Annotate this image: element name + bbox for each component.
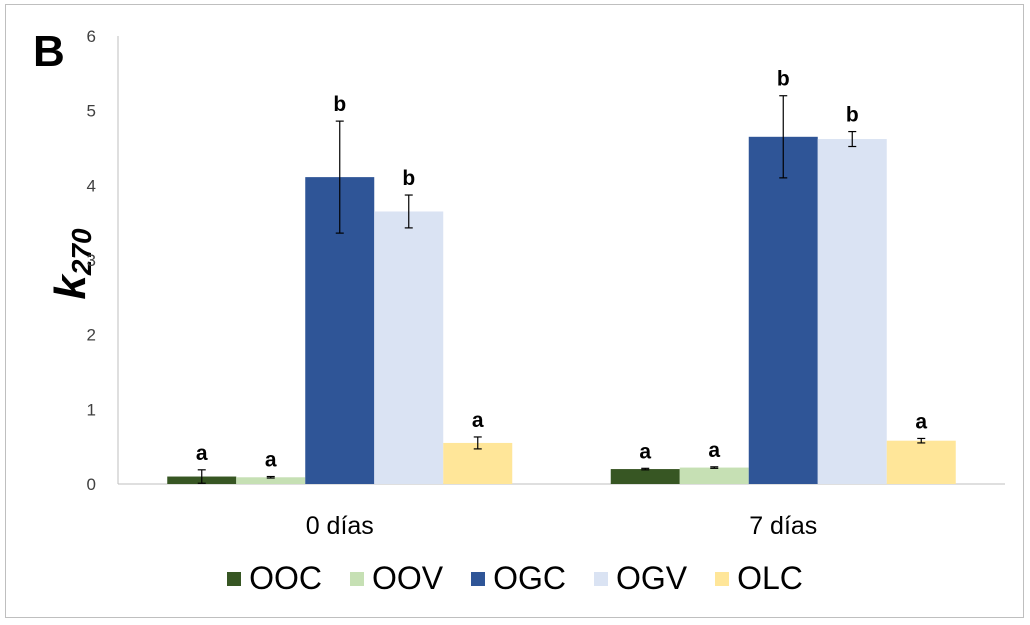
legend-swatch — [349, 571, 364, 586]
legend-label: OOC — [249, 560, 322, 596]
significance-label: b — [333, 93, 346, 116]
significance-label: b — [402, 167, 415, 190]
y-tick-label: 4 — [87, 176, 96, 195]
legend-label: OGC — [493, 560, 566, 596]
significance-label: b — [777, 68, 790, 91]
legend-item-oov: OOV — [349, 560, 444, 597]
legend-label: OLC — [737, 560, 803, 596]
bar-oov-0 — [236, 477, 306, 484]
legend-swatch — [227, 571, 242, 586]
legend-swatch — [593, 571, 608, 586]
x-tick-labels: 0 días 7 días — [306, 512, 818, 540]
bar-ogv-0 — [374, 211, 444, 484]
bar-oov-1 — [679, 467, 749, 484]
y-tick-label: 5 — [87, 102, 96, 121]
legend: OOC OOV OGC OGV OLC — [0, 560, 1030, 597]
significance-label: a — [196, 442, 208, 465]
bar-olc-0 — [443, 442, 513, 484]
significance-label: b — [846, 104, 859, 127]
significance-labels-group: a a b b a a a b b a — [196, 68, 928, 472]
legend-item-ogc: OGC — [471, 560, 566, 597]
bar-ogc-1 — [748, 136, 818, 485]
legend-item-ogv: OGV — [593, 560, 688, 597]
legend-label: OOV — [371, 560, 444, 596]
significance-label: a — [639, 440, 651, 463]
bar-olc-1 — [886, 440, 956, 484]
bar-ogv-1 — [817, 139, 887, 485]
y-tick-label: 1 — [87, 400, 96, 419]
bar-ooc-1 — [610, 469, 680, 484]
y-tick-labels: 0 1 2 3 4 5 6 — [87, 27, 96, 494]
error-bars-group — [197, 95, 926, 484]
y-tick-label: 6 — [87, 27, 96, 46]
significance-label: a — [265, 449, 277, 472]
legend-item-olc: OLC — [715, 560, 803, 597]
significance-label: a — [708, 439, 720, 462]
panel-letter: B — [33, 27, 65, 76]
significance-label: a — [915, 410, 927, 433]
chart-frame — [5, 4, 1024, 618]
significance-label: a — [472, 409, 484, 432]
legend-item-ooc: OOC — [227, 560, 322, 597]
legend-swatch — [471, 571, 486, 586]
legend-swatch — [715, 571, 730, 586]
bars-group — [167, 136, 956, 485]
legend-label: OGV — [615, 560, 688, 596]
x-tick-label: 0 días — [306, 512, 374, 540]
bar-chart: 0 1 2 3 4 5 6 a a b b a a a b b a 0 días 7 días — [87, 27, 1005, 540]
y-tick-label: 2 — [87, 326, 96, 345]
x-tick-label: 7 días — [749, 512, 817, 540]
y-tick-label: 3 — [87, 251, 96, 270]
y-tick-label: 0 — [87, 475, 96, 494]
